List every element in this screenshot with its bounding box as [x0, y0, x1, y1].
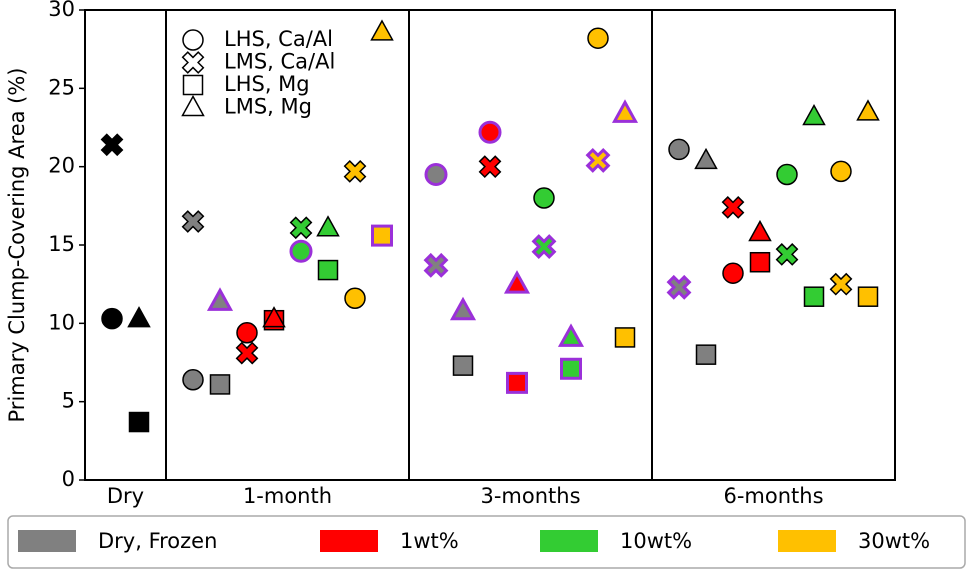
data-point — [531, 234, 557, 260]
data-point — [775, 243, 799, 266]
data-point — [289, 216, 313, 240]
data-point — [721, 196, 745, 219]
data-point — [316, 215, 340, 237]
legend-swatch — [540, 530, 598, 552]
data-point — [449, 296, 477, 321]
data-point — [614, 327, 636, 348]
data-point — [666, 274, 692, 300]
legend-label: 30wt% — [858, 529, 930, 553]
marker-legend-label: LHS, Ca/Al — [224, 27, 333, 51]
y-tick-label: 25 — [48, 75, 75, 99]
data-point — [668, 138, 690, 161]
data-point — [128, 411, 150, 433]
y-tick-label: 5 — [62, 389, 75, 413]
y-tick-label: 30 — [48, 0, 75, 21]
data-point — [452, 355, 474, 376]
y-tick-label: 20 — [48, 154, 75, 178]
data-point — [289, 239, 313, 263]
data-point — [533, 187, 555, 209]
data-point — [560, 357, 582, 380]
data-point — [611, 99, 639, 123]
data-point — [343, 159, 367, 183]
marker-legend-symbol — [181, 94, 205, 117]
y-axis-label: Primary Clump-Covering Area (%) — [5, 68, 29, 423]
marker-legend-symbol — [182, 29, 204, 51]
data-point — [694, 147, 718, 170]
data-point — [100, 133, 124, 157]
data-point — [371, 224, 393, 247]
data-point — [803, 286, 825, 307]
x-group-label: 6-months — [723, 484, 823, 508]
data-point — [181, 210, 205, 233]
data-point — [749, 251, 771, 273]
data-point — [802, 103, 826, 126]
marker-legend-label: LMS, Mg — [224, 95, 312, 119]
data-point — [478, 155, 502, 179]
data-point — [209, 374, 231, 395]
data-point — [206, 287, 234, 311]
data-point — [236, 321, 258, 344]
marker-legend-label: LMS, Ca/Al — [224, 50, 335, 74]
y-tick-label: 0 — [62, 467, 75, 491]
legend-box — [7, 515, 966, 569]
data-point — [182, 368, 204, 391]
data-point — [695, 344, 717, 365]
legend-label: 1wt% — [400, 529, 459, 553]
legend-label: 10wt% — [620, 529, 692, 553]
data-point — [370, 19, 394, 41]
plot-frame — [84, 9, 896, 481]
data-point — [776, 163, 798, 186]
y-tick-label: 15 — [48, 232, 75, 256]
data-point — [424, 163, 448, 186]
data-point — [585, 147, 611, 173]
data-point — [748, 219, 772, 242]
data-point — [262, 306, 286, 328]
data-point — [127, 306, 151, 328]
marker-legend-symbol — [181, 51, 205, 74]
x-group-label: 1-month — [243, 484, 332, 508]
data-point — [830, 160, 852, 183]
data-point — [857, 286, 879, 307]
data-point — [478, 120, 502, 144]
data-point — [317, 259, 339, 281]
data-point — [557, 323, 585, 347]
legend-swatch — [320, 530, 378, 552]
legend-swatch — [778, 530, 836, 552]
data-point — [101, 307, 123, 330]
legend-label: Dry, Frozen — [98, 529, 217, 553]
data-point — [503, 270, 531, 294]
data-point — [587, 27, 609, 49]
data-point — [423, 252, 449, 278]
marker-legend-label: LHS, Mg — [224, 72, 310, 96]
y-tick-label: 10 — [48, 310, 75, 334]
data-point — [856, 99, 880, 121]
data-point — [344, 287, 366, 310]
data-point — [829, 272, 853, 296]
data-point — [722, 262, 744, 284]
data-point — [235, 341, 259, 365]
data-point — [506, 371, 528, 394]
legend-swatch — [18, 530, 76, 552]
marker-legend-symbol — [182, 74, 204, 96]
x-group-label: Dry — [107, 484, 144, 508]
x-group-label: 3-months — [480, 484, 580, 508]
